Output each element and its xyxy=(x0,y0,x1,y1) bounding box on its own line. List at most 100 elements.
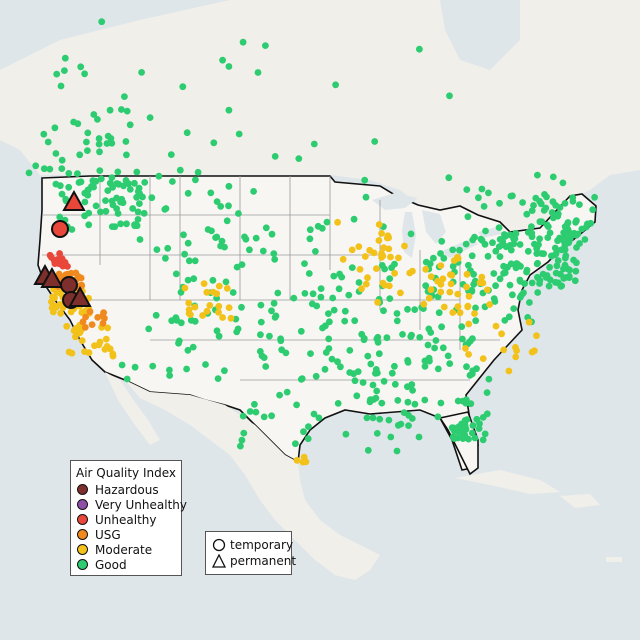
monitor-dot xyxy=(90,111,98,118)
monitor-dot xyxy=(540,207,548,214)
monitor-dot xyxy=(478,185,486,193)
monitor-dot xyxy=(325,335,333,343)
monitor-dot xyxy=(102,335,110,343)
monitor-dot xyxy=(266,332,273,340)
lake-ontario xyxy=(478,226,502,238)
monitor-dot xyxy=(446,360,454,367)
monitor-dot xyxy=(369,381,377,389)
monitor-dot xyxy=(532,194,540,202)
monitor-dot xyxy=(56,213,64,221)
monitor-dot xyxy=(109,350,117,358)
monitor-dot xyxy=(215,332,223,340)
monitor-dot xyxy=(483,410,491,418)
monitor-dot xyxy=(465,292,473,300)
monitor-dot xyxy=(206,302,214,309)
monitor-dot xyxy=(88,321,96,328)
monitor-dot xyxy=(559,179,567,187)
monitor-dot xyxy=(94,116,101,123)
monitor-dot xyxy=(404,383,411,391)
monitor-dot xyxy=(456,309,464,317)
monitor-dot xyxy=(552,201,559,209)
monitor-dot xyxy=(325,310,332,317)
monitor-dot xyxy=(463,363,470,371)
monitor-dot xyxy=(509,192,516,200)
monitor-dot xyxy=(516,278,524,285)
monitor-dot xyxy=(385,416,393,424)
monitor-dot xyxy=(380,377,388,385)
monitor-dot xyxy=(177,288,185,296)
monitor-dot xyxy=(199,312,207,319)
monitor-dot xyxy=(450,257,458,264)
monitor-dot xyxy=(114,210,122,217)
monitor-dot xyxy=(548,209,556,216)
monitor-dot xyxy=(166,372,174,379)
monitor-dot xyxy=(184,346,192,354)
monitor-dot xyxy=(387,433,395,441)
monitor-dot xyxy=(52,304,60,311)
monitor-dot xyxy=(528,279,536,287)
monitor-dot xyxy=(271,256,279,263)
monitor-dot xyxy=(153,246,161,254)
monitor-dot xyxy=(293,401,300,409)
monitor-dot xyxy=(304,435,312,443)
monitor-dot xyxy=(440,303,448,311)
monitor-dot xyxy=(85,221,93,229)
large-markers xyxy=(33,189,92,309)
monitor-dot xyxy=(276,391,283,399)
monitor-dot xyxy=(358,285,365,293)
monitor-dot xyxy=(184,239,192,247)
monitor-dot xyxy=(447,280,455,288)
monitor-dot xyxy=(215,282,223,290)
monitor-dot xyxy=(524,229,532,236)
monitor-dot xyxy=(177,319,185,327)
monitor-dot xyxy=(393,310,401,317)
monitor-dot xyxy=(391,260,398,268)
monitor-dot xyxy=(584,220,591,228)
monitor-dot xyxy=(375,221,383,228)
monitor-dot xyxy=(145,325,153,333)
hispaniola xyxy=(560,494,600,508)
monitor-dot xyxy=(496,199,503,207)
monitor-dot xyxy=(460,431,467,438)
monitor-dot xyxy=(533,332,540,340)
monitor-dot xyxy=(64,263,71,270)
moderate-swatch-icon xyxy=(77,544,88,555)
monitor-dot xyxy=(549,173,557,181)
monitor-dot xyxy=(561,246,569,254)
monitor-dot xyxy=(405,422,412,429)
monitor-dot xyxy=(180,231,187,239)
monitor-dot xyxy=(375,350,383,358)
monitor-dot xyxy=(227,314,235,322)
monitor-dot xyxy=(312,248,319,255)
monitor-dot xyxy=(222,278,230,286)
monitor-dot xyxy=(415,433,423,441)
circle-icon xyxy=(212,538,226,552)
monitor-dot xyxy=(334,400,342,407)
monitor-dot xyxy=(564,265,571,273)
monitor-dot xyxy=(122,138,130,145)
monitor-dot xyxy=(355,279,363,286)
monitor-dot xyxy=(257,301,265,309)
monitor-dot xyxy=(397,420,405,428)
monitor-dot xyxy=(210,139,218,147)
unhealthy-swatch-icon xyxy=(77,514,88,525)
monitor-dot xyxy=(548,252,555,260)
monitor-dot xyxy=(72,325,80,332)
lake-huron xyxy=(422,210,446,244)
monitor-dot xyxy=(184,189,192,197)
aqi-legend: Air Quality Index Hazardous Very Unhealt… xyxy=(70,460,187,576)
permanent-hazardous-marker-3 xyxy=(68,285,92,307)
monitor-dot xyxy=(305,270,313,277)
monitor-dot xyxy=(259,247,267,255)
monitor-dot xyxy=(538,250,545,257)
monitor-dot xyxy=(420,300,428,308)
monitor-dot xyxy=(213,327,221,335)
monitor-dot xyxy=(484,252,492,260)
monitor-dot xyxy=(217,203,225,210)
monitor-dot xyxy=(235,130,243,138)
monitor-dot xyxy=(362,193,370,201)
monitor-dot xyxy=(372,366,380,373)
monitor-dot xyxy=(356,266,364,273)
monitor-dot xyxy=(338,273,346,281)
monitor-dot xyxy=(381,281,389,289)
